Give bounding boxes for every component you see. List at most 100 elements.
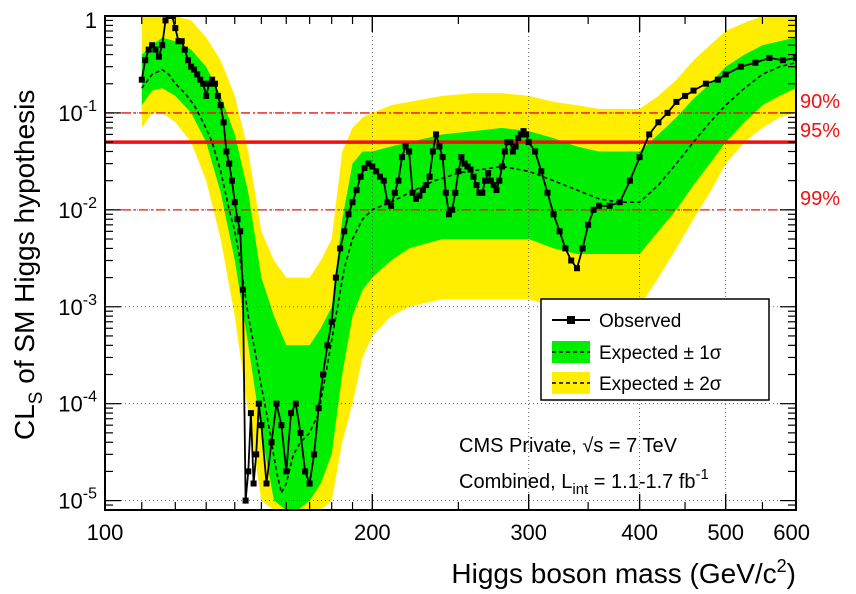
observed-point: [234, 216, 241, 223]
observed-point: [288, 410, 294, 417]
observed-point: [395, 177, 402, 184]
x-tick-label: 200: [354, 520, 391, 545]
observed-point: [353, 187, 360, 194]
observed-point: [436, 143, 443, 150]
observed-point: [328, 318, 335, 325]
observed-point: [473, 182, 480, 189]
observed-point: [449, 206, 456, 213]
observed-point: [616, 199, 623, 206]
observed-point: [200, 80, 207, 87]
observed-point: [178, 38, 185, 45]
observed-point: [391, 189, 398, 196]
observed-point: [278, 422, 285, 429]
observed-point: [297, 429, 304, 436]
observed-point: [596, 202, 602, 209]
y-tick-label: 10-2: [58, 195, 97, 223]
plot-frame: [104, 15, 797, 511]
legend-2sigma-swatch: [552, 372, 590, 394]
observed-line: [138, 16, 796, 504]
observed-point: [452, 189, 459, 196]
observed-point: [311, 451, 318, 458]
observed-point: [152, 46, 159, 53]
observed-point: [306, 480, 313, 487]
observed-point: [229, 177, 235, 184]
axis-ticks: [104, 15, 797, 511]
observed-point: [258, 422, 265, 429]
observed-point: [263, 480, 270, 487]
legend-1sigma-swatch: [552, 341, 590, 363]
x-tick-label: 400: [621, 520, 658, 545]
observed-point: [722, 71, 729, 78]
observed-point: [231, 199, 238, 206]
observed-point: [406, 148, 413, 155]
observed-point: [324, 342, 331, 349]
observed-point: [138, 76, 145, 83]
observed-point: [217, 102, 224, 109]
observed-point: [470, 173, 477, 180]
observed-point: [423, 182, 430, 189]
observed-point: [737, 63, 744, 70]
observed-point: [197, 76, 204, 83]
observed-point: [357, 173, 364, 180]
y-axis-title: CLS of SM Higgs hypothesis: [9, 90, 47, 440]
observed-point: [172, 25, 179, 32]
observed-point: [255, 400, 262, 407]
observed-point: [606, 202, 613, 209]
observed-point: [467, 166, 474, 173]
y-tick-label: 10-1: [58, 98, 97, 126]
observed-point: [165, 16, 172, 19]
observed-point: [399, 154, 405, 161]
observed-point: [568, 257, 575, 264]
band-1sigma-area: [141, 37, 796, 510]
observed-point: [439, 154, 446, 161]
observed-point: [585, 221, 592, 228]
observed-point: [646, 131, 653, 138]
x-tick-label: 500: [707, 520, 744, 545]
cl-label-99: 99%: [800, 188, 840, 210]
observed-point: [194, 71, 201, 78]
observed-point: [433, 131, 440, 138]
cl-label-95: 95%: [800, 120, 840, 142]
observed-point: [159, 42, 166, 49]
observed-point: [365, 160, 372, 167]
observed-point: [416, 192, 423, 199]
observed-point: [373, 168, 380, 175]
observed-point: [341, 228, 348, 235]
observed-point: [482, 177, 489, 184]
observed-point: [162, 17, 169, 24]
observed-point: [149, 42, 156, 49]
observed-point: [496, 177, 503, 184]
y-tick-label: 10-3: [58, 292, 97, 320]
cl-labels: 90% 95% 99%: [800, 91, 840, 210]
observed-point: [574, 265, 580, 272]
observed-point: [185, 57, 191, 64]
observed-point: [268, 439, 275, 446]
observed-point: [752, 59, 759, 66]
expected-line: [141, 61, 796, 496]
band-1sigma: [141, 37, 796, 510]
observed-point: [532, 148, 539, 155]
observed-point: [544, 189, 551, 196]
observed-point: [169, 16, 176, 19]
observed-point: [247, 410, 254, 417]
observed-point: [579, 245, 586, 252]
observed-point: [766, 54, 773, 61]
observed-point: [250, 480, 257, 487]
observed-point: [512, 143, 519, 150]
observed-point: [562, 245, 569, 252]
legend-observed-marker: [567, 316, 575, 324]
observed-point: [239, 286, 246, 293]
observed-point: [409, 189, 416, 196]
observed-point: [142, 57, 149, 64]
observed-point: [779, 57, 786, 64]
observed-point: [501, 148, 508, 155]
x-axis-title: Higgs boson mass (GeV/c2): [451, 556, 796, 589]
y-tick-label: 1: [85, 8, 97, 33]
observed-point: [655, 119, 662, 126]
legend-observed-label: Observed: [599, 311, 681, 332]
x-tick-label: 300: [510, 520, 547, 545]
observed-point: [429, 148, 436, 155]
y-tick-label: 10-4: [58, 389, 97, 417]
observed-point: [315, 405, 322, 412]
observed-point: [714, 76, 721, 83]
